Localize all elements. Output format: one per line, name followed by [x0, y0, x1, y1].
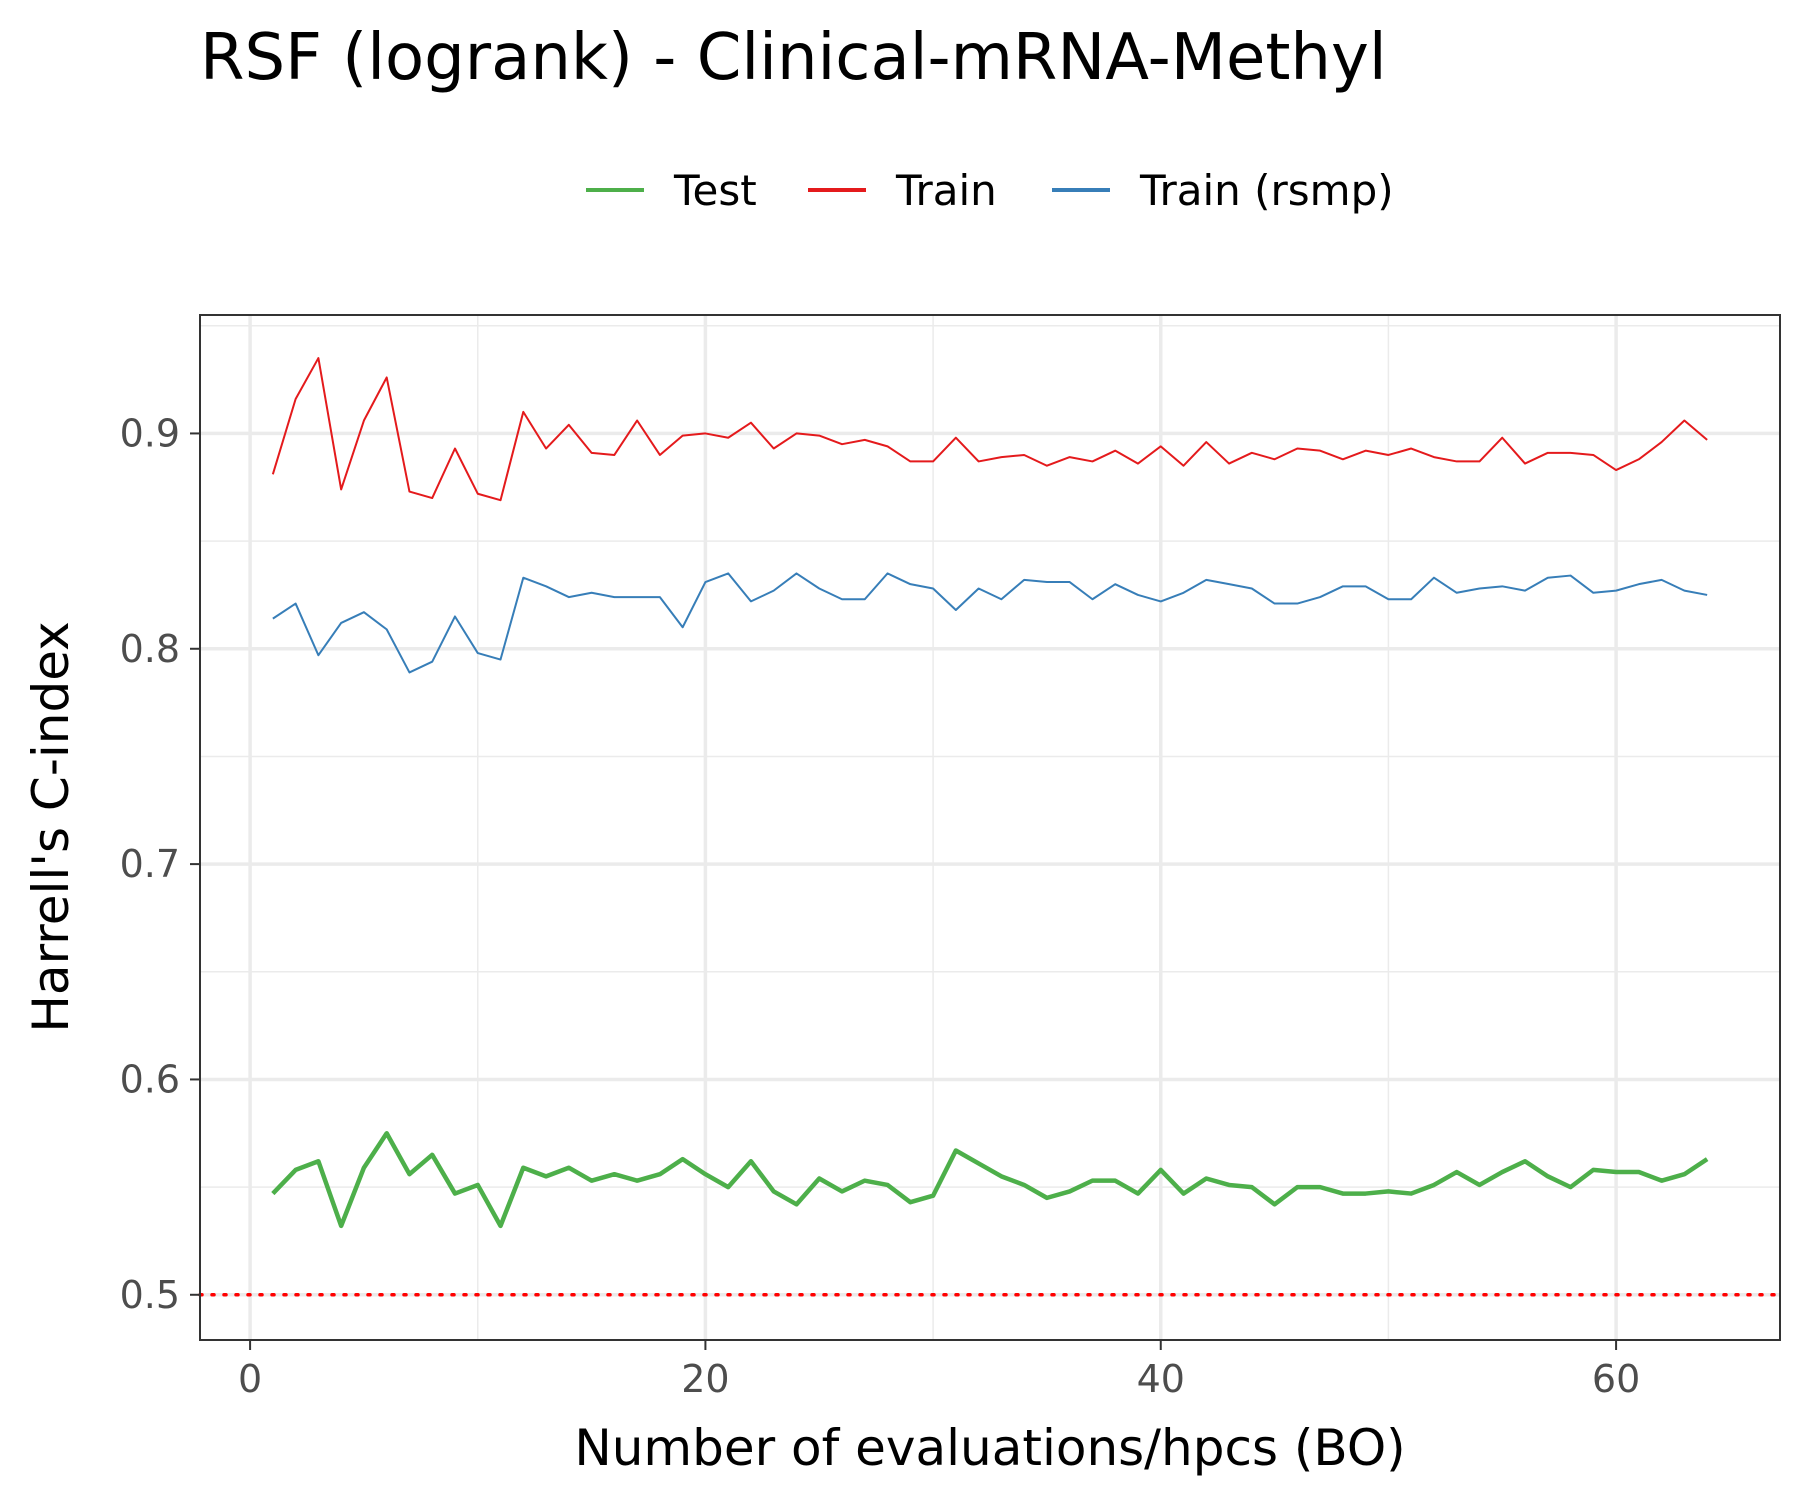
y-tick-label: 0.7 — [120, 842, 180, 886]
y-tick-label: 0.8 — [120, 627, 180, 671]
y-tick-label: 0.6 — [120, 1057, 180, 1101]
legend-label-train: Train — [896, 165, 997, 215]
series-line-test — [271, 1131, 1709, 1229]
legend-key-test — [586, 188, 644, 192]
y-tick-label: 0.5 — [120, 1273, 180, 1317]
x-tick-label: 0 — [238, 1357, 262, 1401]
x-tick-label: 20 — [681, 1357, 729, 1401]
minor-gridlines — [200, 315, 1780, 1340]
y-tick-label: 0.9 — [120, 411, 180, 455]
x-tick-label: 60 — [1592, 1357, 1640, 1401]
legend: Test Train Train (rsmp) — [0, 160, 1800, 220]
series-layer — [271, 357, 1709, 1229]
legend-key-train-rsmp — [1052, 188, 1110, 192]
plot-panel-background — [200, 315, 1780, 1340]
legend-item-train-rsmp: Train (rsmp) — [1052, 160, 1394, 220]
x-axis-title: Number of evaluations/hpcs (BO) — [574, 1419, 1405, 1477]
series-line-train — [271, 357, 1708, 502]
y-axis-title: Harrell's C-index — [22, 621, 80, 1032]
chart-title: RSF (logrank) - Clinical-mRNA-Methyl — [200, 21, 1387, 95]
legend-key-train — [808, 188, 866, 192]
x-tick-label: 40 — [1137, 1357, 1185, 1401]
legend-item-test: Test — [586, 160, 757, 220]
series-line-train-rsmp — [272, 572, 1708, 674]
plot-panel-border — [199, 314, 1781, 1341]
y-axis: 0.5 0.6 0.7 0.8 0.9 — [120, 411, 200, 1317]
major-gridlines — [200, 315, 1780, 1340]
legend-label-train-rsmp: Train (rsmp) — [1140, 165, 1394, 215]
x-axis: 0 20 40 60 — [238, 1340, 1640, 1401]
legend-label-test: Test — [674, 165, 757, 215]
legend-item-train: Train — [808, 160, 997, 220]
